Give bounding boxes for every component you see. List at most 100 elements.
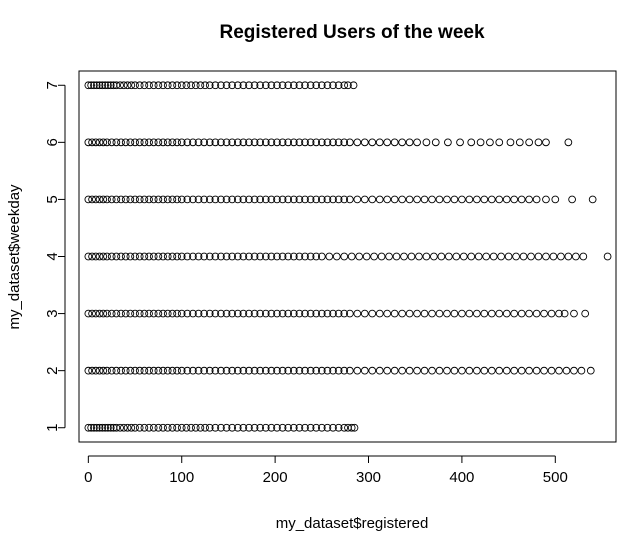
y-tick-label: 7 bbox=[44, 81, 61, 89]
data-point bbox=[542, 195, 550, 204]
data-point bbox=[245, 366, 253, 375]
data-point bbox=[84, 195, 93, 204]
data-point bbox=[317, 138, 326, 147]
data-point bbox=[149, 81, 158, 90]
data-point bbox=[345, 138, 354, 147]
data-point bbox=[495, 309, 504, 318]
data-point bbox=[245, 138, 253, 147]
data-point bbox=[465, 195, 474, 204]
data-point bbox=[450, 195, 459, 204]
x-tick-label: 400 bbox=[449, 469, 474, 486]
data-point bbox=[154, 81, 163, 90]
data-point bbox=[261, 366, 270, 375]
data-point bbox=[317, 423, 326, 432]
data-point bbox=[534, 252, 543, 261]
data-point bbox=[173, 366, 181, 375]
data-point bbox=[228, 195, 237, 204]
data-point bbox=[250, 195, 259, 204]
data-point bbox=[121, 252, 130, 261]
data-point bbox=[217, 195, 225, 204]
data-point bbox=[183, 138, 192, 147]
data-point bbox=[200, 309, 208, 318]
data-point bbox=[323, 195, 332, 204]
data-point bbox=[579, 252, 588, 261]
data-point bbox=[131, 423, 139, 432]
data-point bbox=[273, 309, 281, 318]
data-point bbox=[284, 309, 293, 318]
data-point bbox=[205, 81, 214, 90]
data-point bbox=[278, 195, 287, 204]
data-point bbox=[205, 423, 214, 432]
data-point bbox=[228, 309, 237, 318]
data-point bbox=[334, 138, 343, 147]
data-point bbox=[98, 81, 107, 90]
data-point bbox=[187, 81, 195, 90]
data-point bbox=[312, 138, 321, 147]
data-point bbox=[177, 423, 186, 432]
data-point bbox=[472, 366, 481, 375]
data-point bbox=[135, 366, 144, 375]
data-point bbox=[256, 195, 265, 204]
data-point bbox=[228, 252, 237, 261]
data-point bbox=[368, 195, 377, 204]
data-point bbox=[140, 366, 149, 375]
data-point bbox=[117, 309, 125, 318]
data-point bbox=[91, 309, 100, 318]
data-point bbox=[187, 423, 195, 432]
data-point bbox=[450, 366, 459, 375]
data-point bbox=[88, 195, 96, 204]
data-point bbox=[239, 423, 248, 432]
data-point bbox=[173, 138, 181, 147]
data-point bbox=[273, 423, 281, 432]
data-point bbox=[398, 366, 406, 375]
data-point bbox=[306, 423, 315, 432]
data-point bbox=[112, 366, 121, 375]
data-point bbox=[177, 138, 186, 147]
data-point bbox=[413, 309, 421, 318]
data-point bbox=[334, 309, 343, 318]
data-point bbox=[189, 366, 197, 375]
data-point bbox=[570, 309, 578, 318]
data-point bbox=[256, 138, 265, 147]
data-point bbox=[278, 309, 287, 318]
data-point bbox=[383, 366, 392, 375]
data-point bbox=[422, 252, 431, 261]
data-point bbox=[317, 252, 326, 261]
data-point bbox=[117, 195, 125, 204]
data-point bbox=[368, 309, 377, 318]
data-point bbox=[119, 81, 128, 90]
data-point bbox=[323, 138, 332, 147]
data-point bbox=[261, 423, 270, 432]
data-point bbox=[126, 195, 135, 204]
data-point bbox=[182, 423, 191, 432]
data-point bbox=[250, 138, 259, 147]
data-point bbox=[465, 366, 474, 375]
data-point bbox=[415, 252, 423, 261]
data-point bbox=[173, 309, 181, 318]
data-point bbox=[334, 423, 343, 432]
data-point bbox=[534, 138, 543, 147]
data-point bbox=[525, 309, 533, 318]
data-point bbox=[103, 138, 111, 147]
data-point bbox=[398, 195, 406, 204]
data-point bbox=[183, 252, 192, 261]
data-point bbox=[87, 423, 95, 432]
data-point bbox=[344, 81, 352, 90]
data-point bbox=[405, 309, 414, 318]
data-point bbox=[301, 423, 309, 432]
data-point bbox=[340, 195, 349, 204]
data-point bbox=[368, 138, 377, 147]
data-point bbox=[306, 195, 315, 204]
data-point bbox=[289, 81, 298, 90]
data-point bbox=[149, 138, 158, 147]
data-point bbox=[517, 309, 526, 318]
data-point bbox=[345, 366, 354, 375]
data-point bbox=[154, 195, 163, 204]
data-point bbox=[510, 309, 519, 318]
data-point bbox=[495, 195, 504, 204]
data-point bbox=[267, 138, 276, 147]
data-point bbox=[245, 423, 253, 432]
data-point bbox=[84, 366, 93, 375]
data-point bbox=[126, 309, 135, 318]
